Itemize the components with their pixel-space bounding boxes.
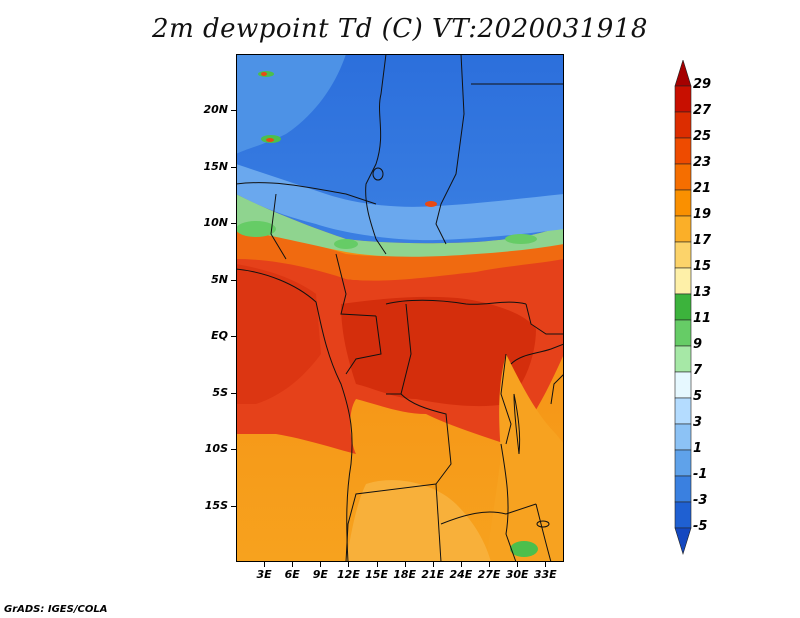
colorbar-swatch [674,449,692,477]
colorbar-label: 25 [693,129,712,144]
colorbar-label: 5 [693,389,703,404]
colorbar-swatch [674,111,692,139]
colorbar-label: 17 [693,233,712,248]
green-patch [510,541,538,557]
colorbar-label: 29 [693,77,712,92]
colorbar-swatch [674,137,692,165]
lat-tick-label: 15N [203,159,228,173]
lon-tick-label: 21E [421,568,445,581]
lon-tick-label: 6E [284,568,300,581]
colorbar-swatch [674,163,692,191]
map-border [236,54,564,562]
colorbar-swatch [674,215,692,243]
lon-tick-mark [489,562,491,567]
lon-tick-mark [545,562,547,567]
green-patch [334,239,358,249]
colorbar-swatch [674,189,692,217]
colorbar-swatch [674,319,692,347]
colorbar-swatch [674,241,692,269]
dewpoint-map [236,54,564,562]
colorbar-label: -1 [693,467,708,482]
colorbar-label: 15 [693,259,712,274]
sahara-patch [236,54,346,154]
lon-tick-mark [432,562,434,567]
coastline [236,268,353,562]
colorbar-label: -5 [693,519,708,534]
colorbar-swatch [674,267,692,295]
lon-tick-mark [264,562,266,567]
lon-tick-mark [460,562,462,567]
colorbar-label: 23 [693,155,712,170]
lon-tick-label: 12E [337,568,360,581]
lon-tick-label: 15E [365,568,388,581]
colorbar-swatch [674,397,692,425]
lat-tick-mark [231,223,236,225]
colorbar-label: 1 [693,441,703,456]
lon-tick-mark [376,562,378,567]
lat-tick-mark [231,110,236,112]
colorbar-label: 3 [693,415,703,430]
lat-tick-mark [231,166,236,168]
lat-tick-mark [231,449,236,451]
green-patch [505,234,537,244]
lat-tick-mark [231,392,236,394]
lat-tick-label: EQ [211,329,228,343]
lat-tick-label: 10S [204,442,228,456]
colorbar-swatch [674,293,692,321]
lat-tick-mark [231,279,236,281]
colorbar-swatch [674,345,692,373]
plot-title: 2m dewpoint Td (C) VT:2020031918 [152,14,648,44]
colorbar-swatch [674,60,692,87]
colorbar-label: 21 [693,181,712,196]
transition-band [236,229,564,281]
colorbar [674,60,692,556]
lake-chad [372,167,384,181]
lat-tick-label: 15S [204,498,228,512]
lon-tick-label: 9E [312,568,328,581]
lat-tick-label: 20N [203,103,228,117]
colorbar-label: 27 [693,103,712,118]
lon-tick-label: 3E [256,568,272,581]
colorbar-label: 19 [693,207,712,222]
lon-tick-mark [404,562,406,567]
lon-tick-label: 24E [449,568,473,581]
red-spot [261,72,267,76]
light-blue-patch [236,164,564,241]
colorbar-swatch [674,423,692,451]
lat-tick-label: 5S [212,385,228,399]
west-red-region [236,264,321,404]
colorbar-swatch [674,371,692,399]
lat-tick-mark [231,336,236,338]
colorbar-swatch [674,475,692,503]
colorbar-swatch [674,527,692,556]
southern-plateau [346,480,491,562]
colorbar-swatch [674,85,692,113]
red-spot [266,138,274,142]
colorbar-label: 9 [693,337,703,352]
lake [536,520,550,528]
humid-deep-red-region [341,296,536,407]
lon-tick-label: 18E [393,568,417,581]
red-spot [425,201,437,207]
lon-tick-label: 27E [477,568,501,581]
lon-tick-mark [292,562,294,567]
sahel-transition [236,194,564,257]
lon-tick-mark [320,562,322,567]
footer-credit: GrADS: IGES/COLA [4,604,108,615]
colorbar-label: 7 [693,363,703,378]
lon-tick-mark [348,562,350,567]
colorbar-label: 11 [693,311,712,326]
lat-tick-label: 5N [211,272,228,286]
lat-tick-mark [231,505,236,507]
lon-tick-label: 30E [505,568,529,581]
green-patch [236,221,276,237]
colorbar-label: 13 [693,285,712,300]
lon-tick-label: 33E [533,568,557,581]
lake [513,393,521,455]
lon-tick-mark [517,562,519,567]
colorbar-label: -3 [693,493,708,508]
colorbar-swatch [674,501,692,529]
lat-tick-label: 10N [203,216,228,230]
